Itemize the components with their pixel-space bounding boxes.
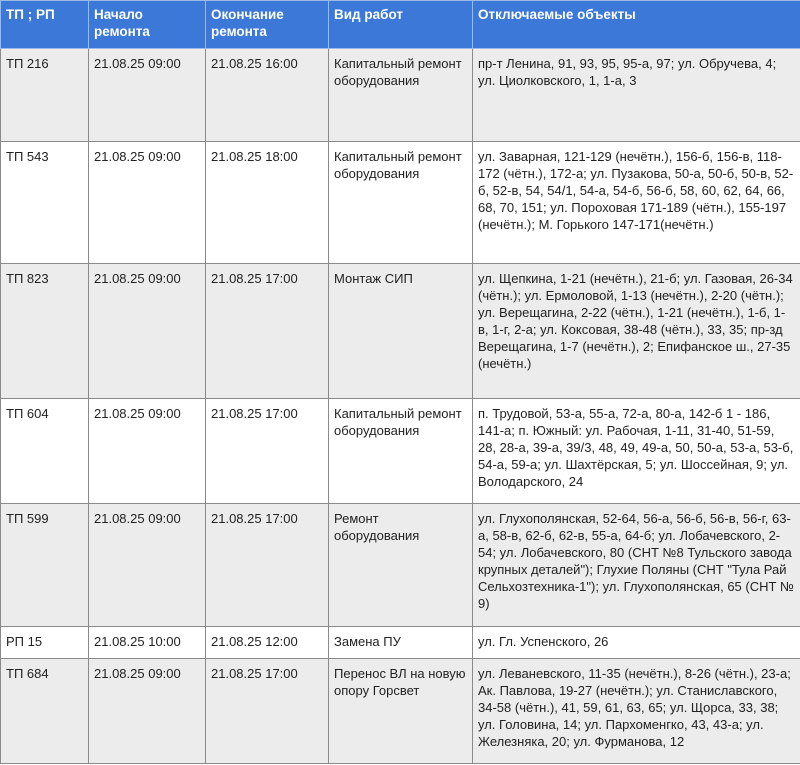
- cell-start: 21.08.25 09:00: [88, 48, 206, 142]
- cell-tp: ТП 684: [0, 658, 89, 764]
- cell-objects: п. Трудовой, 53-а, 55-а, 72-а, 80-а, 142…: [472, 398, 800, 504]
- cell-tp: ТП 604: [0, 398, 89, 504]
- cell-objects: ул. Глухополянская, 52-64, 56-а, 56-б, 5…: [472, 503, 800, 627]
- header-end: Окончание ремонта: [205, 0, 329, 49]
- cell-objects: ул. Заварная, 121-129 (нечётн.), 156-б, …: [472, 141, 800, 264]
- table-row: ТП 823 21.08.25 09:00 21.08.25 17:00 Монтаж…: [0, 263, 800, 399]
- cell-end: 21.08.25 17:00: [205, 658, 329, 764]
- cell-end: 21.08.25 18:00: [205, 141, 329, 264]
- cell-objects: ул. Щепкина, 1-21 (нечётн.), 21-б; ул. Г…: [472, 263, 800, 399]
- header-work: Вид работ: [328, 0, 473, 49]
- cell-tp: ТП 599: [0, 503, 89, 627]
- cell-end: 21.08.25 16:00: [205, 48, 329, 142]
- table-row: ТП 599 21.08.25 09:00 21.08.25 17:00 Ремонт…: [0, 503, 800, 627]
- cell-tp: РП 15: [0, 626, 89, 659]
- cell-end: 21.08.25 17:00: [205, 263, 329, 399]
- cell-end: 21.08.25 12:00: [205, 626, 329, 659]
- cell-objects: пр-т Ленина, 91, 93, 95, 95-а, 97; ул. О…: [472, 48, 800, 142]
- table-row: ТП 684 21.08.25 09:00 21.08.25 17:00 Перено…: [0, 658, 800, 764]
- cell-start: 21.08.25 09:00: [88, 398, 206, 504]
- cell-start: 21.08.25 10:00: [88, 626, 206, 659]
- cell-tp: ТП 543: [0, 141, 89, 264]
- cell-start: 21.08.25 09:00: [88, 658, 206, 764]
- cell-start: 21.08.25 09:00: [88, 263, 206, 399]
- cell-start: 21.08.25 09:00: [88, 503, 206, 627]
- cell-work: Ремонт оборудования: [328, 503, 473, 627]
- header-tp: ТП ; РП: [0, 0, 89, 49]
- cell-objects: ул. Гл. Успенского, 26: [472, 626, 800, 659]
- cell-start: 21.08.25 09:00: [88, 141, 206, 264]
- cell-work: Капитальный ремонт оборудования: [328, 48, 473, 142]
- cell-objects: ул. Леваневского, 11-35 (нечётн.), 8-26 …: [472, 658, 800, 764]
- cell-work: Перенос ВЛ на новую опору Горсвет: [328, 658, 473, 764]
- cell-work: Монтаж СИП: [328, 263, 473, 399]
- table-row: ТП 216 21.08.25 09:00 21.08.25 16:00 Капита…: [0, 48, 800, 142]
- header-start: Начало ремонта: [88, 0, 206, 49]
- cell-work: Капитальный ремонт оборудования: [328, 398, 473, 504]
- cell-tp: ТП 216: [0, 48, 89, 142]
- cell-tp: ТП 823: [0, 263, 89, 399]
- header-row: ТП ; РП Начало ремонта Окончание ремонта…: [0, 0, 800, 49]
- table-row: РП 15 21.08.25 10:00 21.08.25 12:00 Замена …: [0, 626, 800, 659]
- cell-work: Замена ПУ: [328, 626, 473, 659]
- table-row: ТП 604 21.08.25 09:00 21.08.25 17:00 Капита…: [0, 398, 800, 504]
- table-row: ТП 543 21.08.25 09:00 21.08.25 18:00 Капита…: [0, 141, 800, 264]
- cell-work: Капитальный ремонт оборудования: [328, 141, 473, 264]
- header-objects: Отключаемые объекты: [472, 0, 800, 49]
- cell-end: 21.08.25 17:00: [205, 398, 329, 504]
- cell-end: 21.08.25 17:00: [205, 503, 329, 627]
